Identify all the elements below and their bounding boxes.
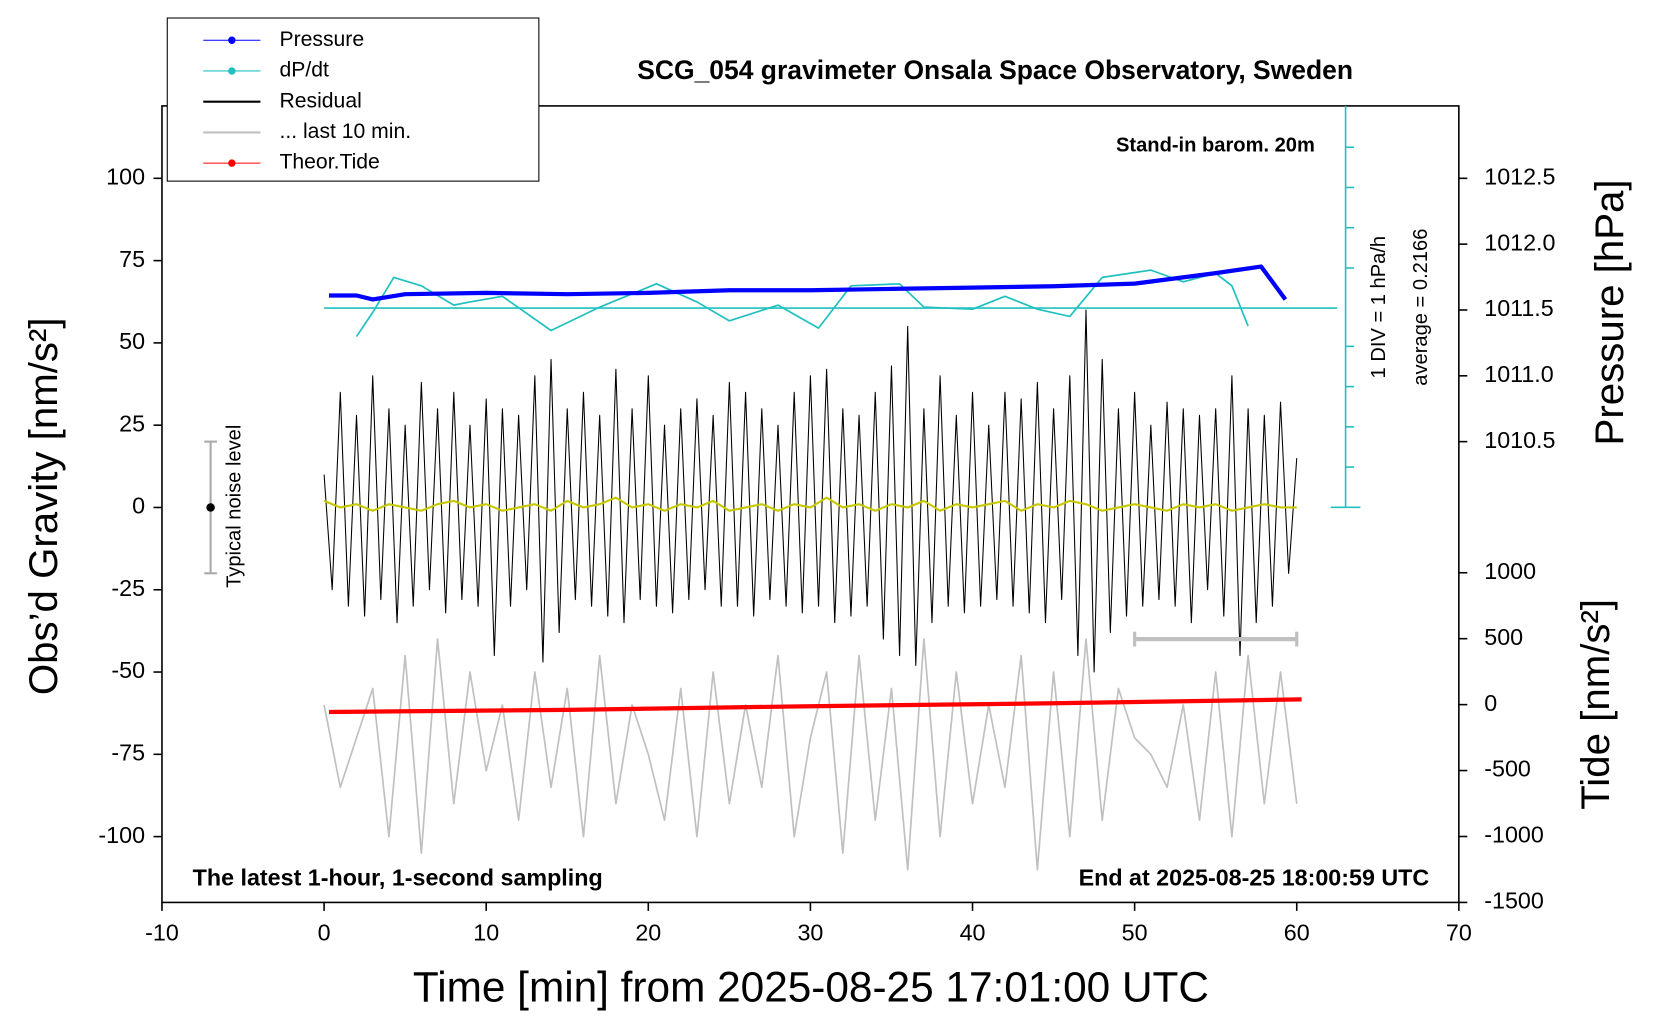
y2-tick-label: 1012.5: [1484, 163, 1555, 189]
noise-point: [206, 503, 215, 512]
y2-tick-label: 1011.5: [1484, 295, 1553, 321]
noise-note: Typical noise level: [223, 425, 245, 588]
legend-label: Residual: [279, 89, 361, 112]
y3-tick-label: -1500: [1484, 888, 1544, 914]
legend-label: dP/dt: [279, 59, 329, 82]
y3-tick-label: -500: [1484, 756, 1531, 782]
y-tick-label: 100: [106, 163, 145, 189]
series-line: [328, 264, 1288, 302]
y-tick-label: 75: [119, 246, 145, 272]
legend-label: ... last 10 min.: [279, 120, 411, 143]
x-tick-label: 20: [635, 919, 661, 945]
legend-box: [166, 17, 540, 182]
y2-tick-label: 1012.0: [1484, 229, 1555, 255]
legend-marker: [228, 67, 236, 75]
y3-axis-label: Tide [nm/s²]: [1573, 599, 1618, 810]
x-tick-label: 30: [797, 919, 823, 945]
y2-tick-label: 1010.5: [1484, 427, 1555, 453]
y3-tick-label: 1000: [1484, 558, 1536, 584]
x-tick-label: -10: [145, 919, 179, 945]
y-tick-label: 25: [119, 410, 145, 436]
dpdt-ruler: [1330, 105, 1361, 509]
y-tick-label: -25: [111, 575, 145, 601]
div-note: 1 DIV = 1 hPa/h: [1368, 236, 1390, 379]
series-line: [355, 269, 1249, 338]
y3-tick-label: -1000: [1484, 822, 1544, 848]
y3-tick-label: 500: [1484, 624, 1523, 650]
y3-tick-label: 0: [1484, 690, 1497, 716]
chart-title: SCG_054 gravimeter Onsala Space Observat…: [637, 55, 1353, 85]
legend-marker: [228, 36, 236, 44]
y-tick-label: -50: [111, 657, 145, 683]
y-tick-label: 50: [119, 328, 145, 354]
x-axis-label: Time [min] from 2025-08-25 17:01:00 UTC: [413, 964, 1209, 1011]
x-tick-label: 50: [1122, 919, 1148, 945]
y-axis-label: Obs’d Gravity [nm/s²]: [21, 317, 66, 695]
series-line: [328, 697, 1302, 715]
sampling-note: The latest 1-hour, 1-second sampling: [193, 864, 603, 890]
series-line: [323, 638, 1298, 871]
x-tick-label: 60: [1284, 919, 1310, 945]
smoothed-line: [323, 496, 1297, 512]
x-tick-label: 70: [1446, 919, 1472, 945]
end-note: End at 2025-08-25 18:00:59 UTC: [1079, 864, 1430, 890]
barometer-note: Stand-in barom. 20m: [1116, 134, 1315, 156]
legend-label: Pressure: [279, 28, 364, 51]
x-tick-label: 40: [960, 919, 986, 945]
x-tick-label: 0: [318, 919, 331, 945]
legend-marker: [228, 159, 236, 167]
y-tick-label: -100: [98, 822, 145, 848]
average-note: average = 0.2166: [1410, 229, 1432, 386]
y2-axis-label: Pressure [hPa]: [1587, 179, 1632, 445]
y-tick-label: -75: [111, 739, 145, 765]
series-line: [323, 309, 1298, 673]
legend-label: Theor.Tide: [279, 151, 379, 174]
x-tick-label: 10: [473, 919, 499, 945]
y2-tick-label: 1011.0: [1484, 361, 1554, 387]
y-tick-label: 0: [132, 493, 145, 519]
